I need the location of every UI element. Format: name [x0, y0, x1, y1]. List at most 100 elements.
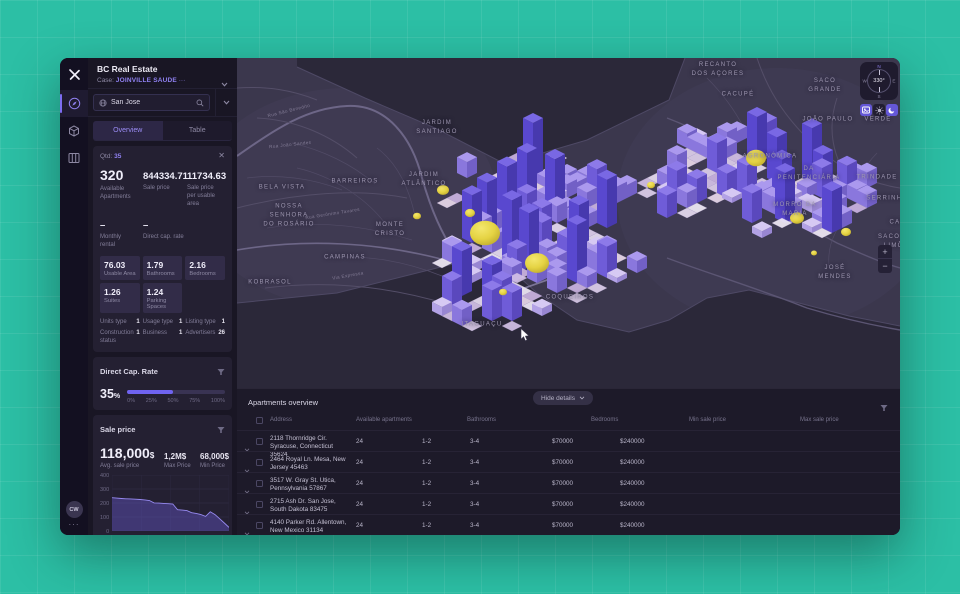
table-row[interactable]: 2118 Thornridge Cir. Syracuse, Connectic…	[237, 430, 900, 458]
table-header-row: Address Available apartments Bathrooms Bedr…	[237, 413, 900, 430]
search-dropdown-chevron[interactable]	[215, 89, 237, 116]
table-filter-icon[interactable]	[880, 399, 888, 417]
stat-label: Monthly rental	[100, 234, 122, 249]
nav-item-map-explore[interactable]	[60, 90, 88, 117]
light-mode-button[interactable]	[873, 104, 885, 116]
case-more-button[interactable]: ···	[178, 77, 186, 84]
cell-available: 24	[356, 459, 364, 466]
row-expand-chevron-icon[interactable]	[244, 439, 250, 457]
cell-max_price: $240000	[620, 459, 645, 466]
nav-rail: CW ···	[60, 58, 88, 535]
cell-bathrooms: 1-2	[422, 438, 432, 445]
cell-available: 24	[356, 522, 364, 529]
tab-table[interactable]: Table	[188, 127, 206, 134]
row-expand-chevron-icon[interactable]	[244, 523, 250, 535]
layers-box-icon	[69, 125, 79, 136]
cell-available: 24	[356, 438, 364, 445]
user-avatar[interactable]: CW	[65, 501, 83, 518]
y-tick: 300	[100, 486, 110, 493]
hide-details-button[interactable]: Hide details	[533, 391, 593, 405]
stat-secondary: – Monthly rental	[100, 216, 143, 249]
compass-bearing: 330°	[873, 78, 885, 84]
kv-label: Advertisers	[185, 330, 216, 337]
cell-bathrooms: 1-2	[422, 501, 432, 508]
more-options-button[interactable]: ···	[68, 520, 80, 529]
select-all-checkbox[interactable]	[256, 417, 263, 424]
stat-kv: Business 1	[143, 330, 183, 346]
row-checkbox[interactable]	[256, 459, 263, 466]
location-search-input[interactable]: San Jose	[93, 94, 210, 111]
stat-box-bedrooms: 2.16 Bedrooms	[185, 256, 225, 281]
cell-bedrooms: 3-4	[470, 501, 480, 508]
slider-tick: 75%	[189, 397, 201, 404]
stat-value: 320	[100, 167, 124, 183]
cap-rate-slider[interactable]: 0% 25% 50% 75% 100%	[127, 387, 225, 404]
cell-available: 24	[356, 501, 364, 508]
tab-overview[interactable]: Overview	[93, 121, 163, 140]
filter-icon[interactable]	[217, 363, 225, 381]
map-style-button[interactable]	[860, 104, 872, 116]
cell-address: 2118 Thornridge Cir. Syracuse, Connectic…	[270, 435, 333, 459]
kv-label: Construction status	[100, 330, 134, 345]
max-price-label: Max Price	[164, 462, 191, 469]
row-checkbox[interactable]	[256, 438, 263, 445]
row-checkbox[interactable]	[256, 522, 263, 529]
row-expand-chevron-icon[interactable]	[244, 481, 250, 499]
app-window: CW ··· BC Real Estate Case: JOINVILLE SA…	[60, 58, 900, 535]
table-header-min-sale-price: Min sale price	[689, 417, 727, 423]
y-tick: 400	[100, 472, 110, 479]
dark-mode-button[interactable]	[886, 104, 898, 116]
kv-value: 1	[136, 330, 140, 337]
chevron-down-icon	[579, 396, 585, 400]
cell-bathrooms: 1-2	[422, 459, 432, 466]
map-canvas[interactable]: JARDIM SANTIAGO BELA VISTA NOSSA SENHORA D…	[237, 58, 900, 388]
slider-tick: 25%	[145, 397, 157, 404]
search-icon[interactable]	[196, 99, 204, 107]
table-row[interactable]: 2464 Royal Ln. Mesa, New Jersey 45463 24 1…	[237, 451, 900, 473]
table-row[interactable]: 4140 Parker Rd. Allentown, New Mexico 31…	[237, 514, 900, 535]
table-row[interactable]: 2715 Ash Dr. San Jose, South Dakota 8347…	[237, 493, 900, 515]
compass-widget[interactable]: N E S W 330°	[860, 62, 898, 100]
table-row[interactable]: 3517 W. Gray St. Utica, Pennsylvania 578…	[237, 472, 900, 494]
stat-value: 844334.71	[143, 171, 188, 182]
slider-tick: 0%	[127, 397, 136, 404]
zoom-in-button[interactable]: +	[878, 245, 892, 259]
stat-kv: Construction status 1	[100, 330, 140, 346]
header-collapse-chevron-icon[interactable]	[221, 74, 228, 92]
case-value[interactable]: JOINVILLE SAUDE	[115, 77, 177, 84]
nav-item-layers[interactable]	[60, 117, 88, 144]
nav-item-table-columns[interactable]	[60, 144, 88, 171]
qtd-value: 35	[114, 152, 122, 160]
cell-address: 3517 W. Gray St. Utica, Pennsylvania 578…	[270, 477, 336, 493]
overview-table-tabs: Overview Table	[93, 121, 232, 141]
row-checkbox[interactable]	[256, 480, 263, 487]
y-tick: 200	[100, 500, 110, 507]
row-expand-chevron-icon[interactable]	[244, 502, 250, 520]
stat-value: –	[143, 220, 149, 232]
zoom-out-button[interactable]: −	[882, 261, 888, 271]
stats-card: Qtd: 35 ✕ 320 Available Apartments 844334.…	[93, 146, 232, 352]
cell-min_price: $70000	[552, 480, 574, 487]
stat-box-label: Bedrooms	[189, 271, 216, 278]
stat-primary: 11734.63 Sale price per usable area	[187, 167, 226, 208]
cap-rate-card: Direct Cap. Rate 35% 0% 25% 50% 75% 100%	[93, 356, 232, 410]
row-checkbox[interactable]	[256, 501, 263, 508]
image-icon	[862, 106, 870, 114]
table-header-available-apartments: Available apartments	[356, 417, 412, 423]
cell-min_price: $70000	[552, 459, 574, 466]
stat-value: 11734.63	[187, 171, 227, 182]
cell-address: 2715 Ash Dr. San Jose, South Dakota 8347…	[270, 498, 336, 514]
cell-bedrooms: 3-4	[470, 438, 480, 445]
cell-address: 4140 Parker Rd. Allentown, New Mexico 31…	[270, 519, 347, 535]
stat-label: Available Apartments	[100, 186, 131, 201]
stat-box-label: Parking Spaces	[146, 298, 167, 311]
close-icon[interactable]: ✕	[218, 151, 225, 160]
moon-icon	[888, 107, 895, 114]
row-expand-chevron-icon[interactable]	[244, 460, 250, 478]
qtd-label: Qtd:	[100, 152, 113, 160]
filter-icon[interactable]	[217, 421, 225, 439]
cap-rate-value: 35	[100, 386, 114, 401]
table-title: Apartments overview	[248, 398, 319, 407]
cell-min_price: $70000	[552, 522, 574, 529]
